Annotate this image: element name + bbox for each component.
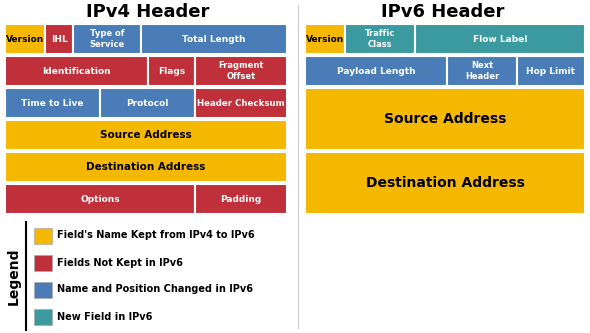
FancyBboxPatch shape	[5, 152, 287, 182]
Text: Destination Address: Destination Address	[86, 162, 206, 172]
Text: Version: Version	[6, 35, 44, 44]
Text: Traffic
Class: Traffic Class	[365, 29, 395, 49]
FancyBboxPatch shape	[415, 24, 585, 54]
FancyBboxPatch shape	[34, 308, 52, 324]
Text: Total Length: Total Length	[182, 35, 246, 44]
FancyBboxPatch shape	[5, 184, 195, 214]
Text: Legend: Legend	[7, 247, 21, 305]
FancyBboxPatch shape	[305, 152, 585, 214]
FancyBboxPatch shape	[73, 24, 141, 54]
Text: Identification: Identification	[42, 67, 111, 76]
FancyBboxPatch shape	[34, 281, 52, 297]
Text: IPv4 Header: IPv4 Header	[86, 3, 209, 21]
Text: Flow Label: Flow Label	[473, 35, 527, 44]
Text: Version: Version	[306, 35, 344, 44]
FancyBboxPatch shape	[517, 56, 585, 86]
FancyBboxPatch shape	[305, 24, 345, 54]
FancyBboxPatch shape	[195, 184, 287, 214]
Text: Flags: Flags	[158, 67, 185, 76]
Text: Fragment
Offset: Fragment Offset	[218, 61, 264, 81]
FancyBboxPatch shape	[5, 24, 45, 54]
Text: Header Checksum: Header Checksum	[197, 99, 285, 108]
Text: Options: Options	[80, 194, 120, 203]
FancyBboxPatch shape	[34, 254, 52, 270]
Text: Source Address: Source Address	[100, 130, 192, 140]
FancyBboxPatch shape	[141, 24, 287, 54]
FancyBboxPatch shape	[305, 88, 585, 150]
Text: Fields Not Kept in IPv6: Fields Not Kept in IPv6	[57, 257, 183, 267]
FancyBboxPatch shape	[5, 88, 100, 118]
Text: IPv6 Header: IPv6 Header	[381, 3, 504, 21]
FancyBboxPatch shape	[345, 24, 415, 54]
FancyBboxPatch shape	[5, 56, 148, 86]
FancyBboxPatch shape	[305, 56, 447, 86]
FancyBboxPatch shape	[5, 120, 287, 150]
Text: Next
Header: Next Header	[465, 61, 499, 81]
Text: Padding: Padding	[221, 194, 261, 203]
Text: Destination Address: Destination Address	[366, 176, 525, 190]
Text: IHL: IHL	[51, 35, 67, 44]
FancyBboxPatch shape	[34, 227, 52, 243]
Text: Name and Position Changed in IPv6: Name and Position Changed in IPv6	[57, 284, 253, 294]
Text: Field's Name Kept from IPv4 to IPv6: Field's Name Kept from IPv4 to IPv6	[57, 230, 255, 240]
FancyBboxPatch shape	[195, 56, 287, 86]
Text: Time to Live: Time to Live	[21, 99, 84, 108]
FancyBboxPatch shape	[45, 24, 73, 54]
FancyBboxPatch shape	[100, 88, 195, 118]
Text: Protocol: Protocol	[126, 99, 169, 108]
FancyBboxPatch shape	[195, 88, 287, 118]
FancyBboxPatch shape	[148, 56, 195, 86]
Text: Source Address: Source Address	[384, 112, 506, 126]
FancyBboxPatch shape	[447, 56, 517, 86]
Text: Type of
Service: Type of Service	[89, 29, 124, 49]
Text: Hop Limit: Hop Limit	[526, 67, 575, 76]
Text: Payload Length: Payload Length	[337, 67, 415, 76]
Text: New Field in IPv6: New Field in IPv6	[57, 311, 152, 321]
